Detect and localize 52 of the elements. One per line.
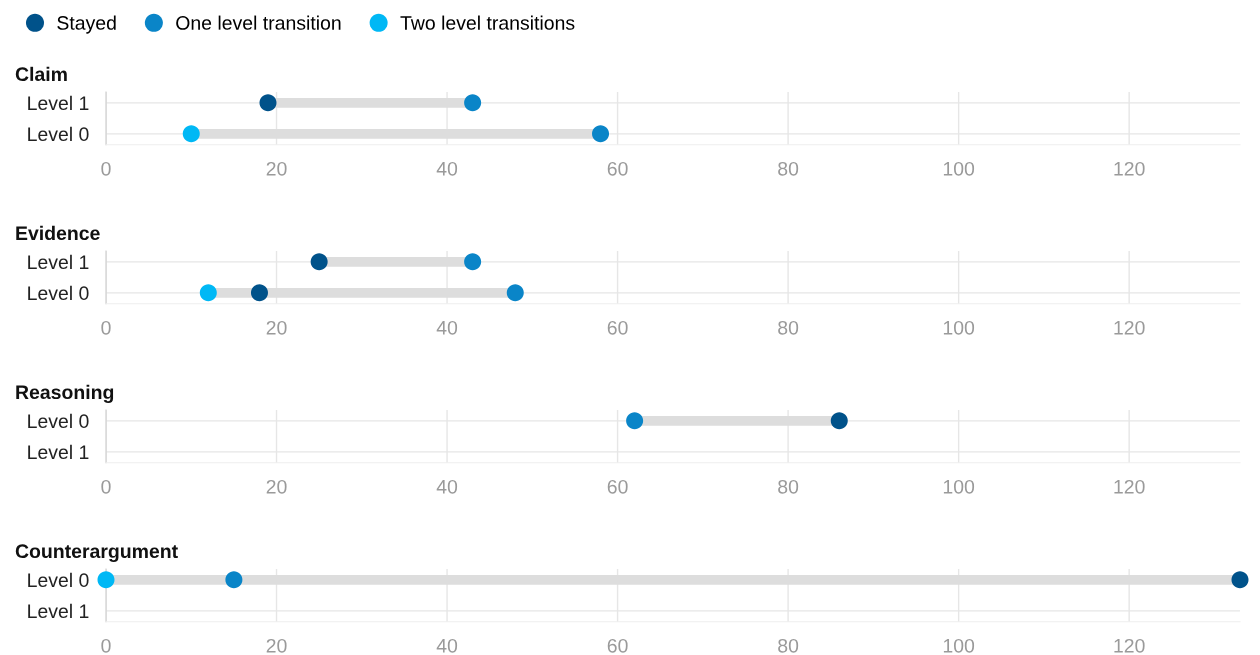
x-tick-label: 60: [607, 161, 628, 176]
x-tick-label: 60: [607, 320, 628, 335]
x-tick-label: 80: [778, 320, 799, 335]
chart-title: Reasoning: [16, 384, 114, 404]
point: [464, 253, 482, 271]
y-tick-label: Level 0: [28, 413, 89, 429]
point: [464, 94, 482, 112]
point: [182, 125, 200, 143]
x-tick-label: 0: [101, 479, 111, 494]
point: [592, 125, 610, 143]
x-tick-label: 20: [266, 320, 287, 335]
x-tick-label: 100: [943, 161, 975, 176]
chart-title: Claim: [15, 66, 67, 82]
x-tick-label: 120: [1114, 320, 1145, 335]
y-tick-label: Level 0: [28, 285, 89, 301]
chart-title: Counterargument: [15, 544, 178, 563]
x-tick-label: 20: [266, 479, 287, 494]
x-tick-label: 40: [436, 638, 458, 653]
x-tick-label: 120: [1114, 161, 1145, 176]
point: [259, 94, 277, 112]
y-tick-label: Level 1: [28, 444, 89, 460]
x-tick-label: 0: [101, 320, 111, 335]
chart-title: Evidence: [16, 225, 100, 241]
x-tick-label: 40: [436, 320, 458, 335]
x-tick-label: 20: [266, 161, 287, 176]
x-tick-label: 40: [436, 479, 458, 494]
legend-label: One level transition: [176, 15, 341, 30]
x-tick-label: 80: [778, 161, 799, 176]
x-tick-label: 20: [266, 638, 287, 653]
x-tick-label: 40: [436, 161, 458, 176]
x-tick-label: 80: [778, 638, 799, 653]
point: [310, 253, 328, 271]
x-tick-label: 100: [943, 638, 975, 653]
x-tick-label: 0: [101, 638, 111, 653]
x-tick-label: 100: [943, 479, 975, 494]
point: [199, 284, 217, 302]
y-tick-label: Level 1: [28, 603, 89, 619]
y-tick-label: Level 1: [28, 95, 89, 111]
y-tick-label: Level 0: [28, 126, 89, 142]
x-tick-label: 60: [607, 479, 628, 494]
x-tick-label: 120: [1114, 479, 1145, 494]
x-tick-label: 100: [943, 320, 975, 335]
x-tick-label: 120: [1114, 638, 1145, 653]
legend-label: Stayed: [57, 15, 116, 34]
y-tick-label: Level 0: [28, 572, 89, 588]
x-tick-label: 60: [607, 638, 628, 653]
x-tick-label: 80: [778, 479, 799, 494]
point: [250, 284, 268, 302]
legend-label: Two level transitions: [400, 15, 575, 30]
x-tick-label: 0: [101, 161, 111, 176]
y-tick-label: Level 1: [28, 254, 89, 270]
point: [506, 284, 524, 302]
